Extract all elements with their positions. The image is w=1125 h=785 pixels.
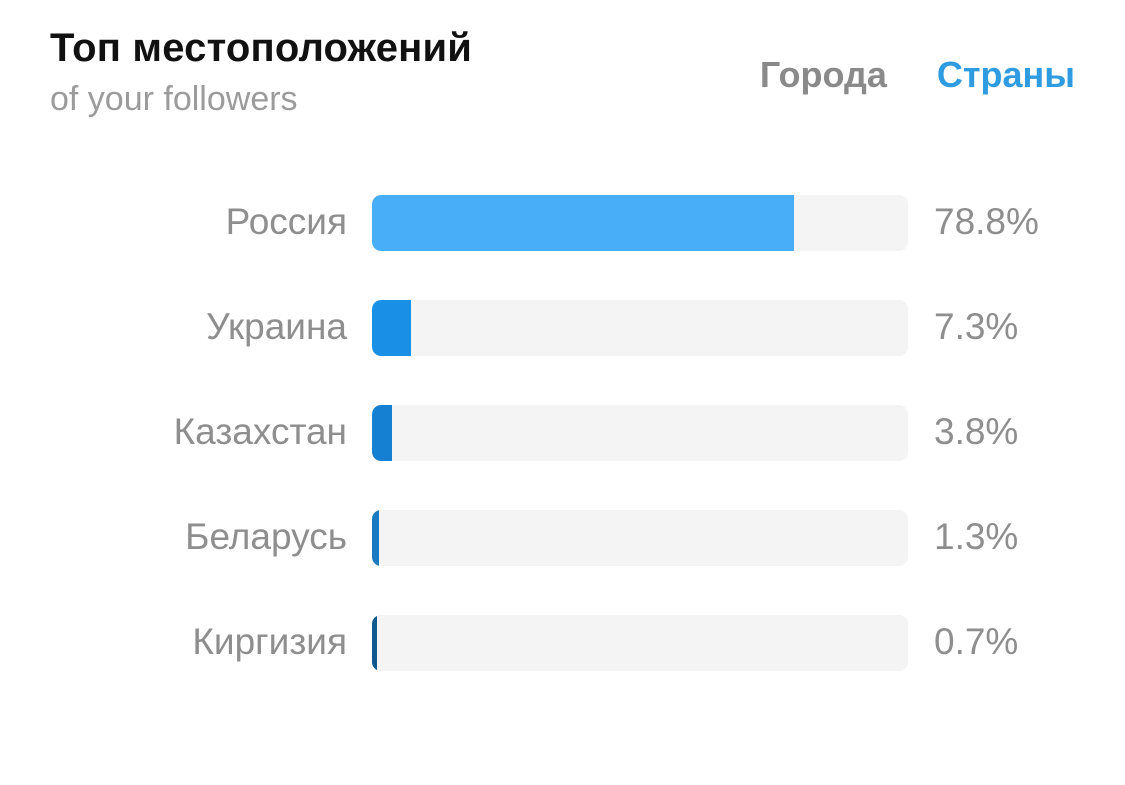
bar-track — [372, 615, 908, 671]
bar-fill — [372, 405, 392, 461]
bar-fill — [372, 615, 377, 671]
country-label: Киргизия — [192, 621, 347, 662]
percent-value: 1.3% — [934, 516, 1019, 557]
bar-track — [372, 300, 908, 356]
percent-value: 0.7% — [934, 621, 1019, 662]
percent-value: 78.8% — [934, 201, 1039, 242]
bar-fill — [372, 300, 411, 356]
bar-track — [372, 195, 908, 251]
percent-value: 7.3% — [934, 306, 1019, 347]
chart-subtitle: of your followers — [50, 80, 298, 118]
chart-title: Топ местоположений — [50, 26, 473, 70]
tab-countries[interactable]: Страны — [936, 54, 1075, 95]
bar-track — [372, 405, 908, 461]
bar-fill — [372, 510, 379, 566]
bar-track — [372, 510, 908, 566]
percent-value: 3.8% — [934, 411, 1019, 452]
country-label: Беларусь — [185, 516, 347, 557]
country-label: Казахстан — [173, 411, 347, 452]
country-label: Украина — [206, 306, 347, 347]
tab-cities[interactable]: Города — [759, 54, 887, 95]
country-label: Россия — [225, 201, 347, 242]
bar-fill — [372, 195, 794, 251]
location-tabs: Города Страны — [760, 54, 1075, 96]
